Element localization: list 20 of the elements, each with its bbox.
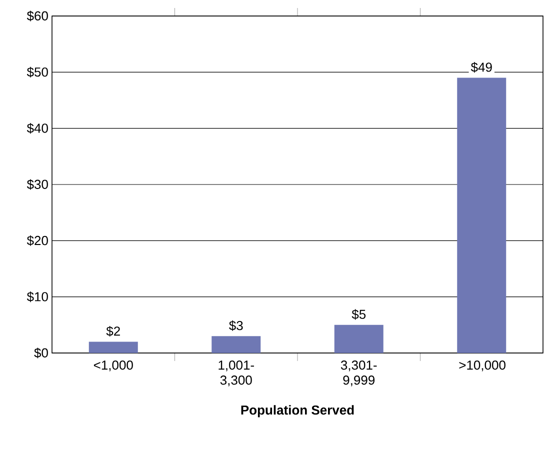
y-tick-label: $10 — [26, 292, 48, 302]
y-tick-label: $30 — [26, 179, 48, 190]
bar — [334, 324, 384, 353]
x-tick-label: 3,301-9,999 — [340, 360, 377, 386]
data-label: $5 — [352, 309, 366, 320]
x-tick-label: >10,000 — [459, 360, 506, 372]
x-tick-label: <1,000 — [94, 360, 133, 372]
data-label: $49 — [470, 62, 492, 73]
y-tick-label: $50 — [26, 66, 48, 78]
data-label: $2 — [106, 326, 120, 337]
bar — [212, 336, 261, 353]
bar — [457, 78, 506, 353]
bar — [88, 342, 138, 353]
x-axis-title: Population Served — [241, 405, 354, 418]
x-tick-label: 1,001-3,300 — [218, 360, 254, 386]
data-label: $3 — [229, 320, 243, 331]
y-tick-label: $0 — [34, 348, 48, 358]
y-tick-label: $60 — [26, 10, 48, 22]
y-tick-label: $20 — [26, 235, 48, 246]
y-tick-label: $40 — [26, 123, 48, 134]
